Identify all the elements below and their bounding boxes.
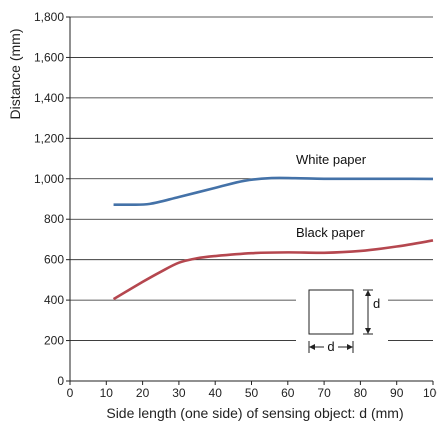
y-axis-title: Distance (mm): [7, 28, 23, 119]
x-tick-label: 50: [245, 386, 259, 400]
series-line-white-paper: [113, 176, 434, 207]
y-tick-label: 600: [44, 253, 64, 267]
arrow-left-icon: [309, 344, 315, 350]
y-tick-label: 200: [44, 334, 64, 348]
y-tick-label: 1,400: [34, 91, 64, 105]
series-lines: [112, 176, 434, 301]
y-tick-label: 1,000: [34, 172, 64, 186]
y-tick-label: 1,200: [34, 131, 64, 145]
x-tick-label: 60: [281, 386, 295, 400]
y-tick-label: 0: [57, 374, 64, 388]
x-tick-label: 40: [209, 386, 223, 400]
x-axis-ticks: 0 10 20 30 40 50 60 70 80 90 100: [67, 381, 437, 400]
y-tick-label: 1,600: [34, 50, 64, 64]
x-tick-label: 20: [136, 386, 150, 400]
side-length-label: d: [373, 296, 380, 311]
bottom-label-background: [324, 339, 338, 353]
series-label-black-paper: Black paper: [296, 225, 365, 240]
series-labels: White paper Black paper: [296, 152, 367, 240]
x-tick-label: 70: [317, 386, 331, 400]
sensing-object-square: [308, 289, 354, 335]
x-tick-label: 30: [172, 386, 186, 400]
arrow-up-icon: [365, 290, 371, 296]
x-tick-label: 100: [423, 386, 437, 400]
object-size-diagram: d d: [296, 282, 388, 359]
bottom-length-label: d: [327, 339, 334, 354]
arrow-right-icon: [347, 344, 353, 350]
x-tick-label: 80: [354, 386, 368, 400]
y-tick-label: 400: [44, 293, 64, 307]
x-axis-title: Side length (one side) of sensing object…: [106, 405, 403, 421]
series-line-black-paper: [112, 239, 434, 301]
x-tick-label: 10: [100, 386, 114, 400]
x-tick-label: 90: [390, 386, 404, 400]
y-axis-ticks: 0 200 400 600 800 1,000 1,200 1,400 1,600 1,800: [34, 10, 70, 388]
series-label-white-paper: White paper: [296, 152, 367, 167]
x-tick-label: 0: [67, 386, 74, 400]
arrow-down-icon: [365, 328, 371, 334]
y-tick-label: 800: [44, 212, 64, 226]
y-tick-label: 1,800: [34, 10, 64, 24]
